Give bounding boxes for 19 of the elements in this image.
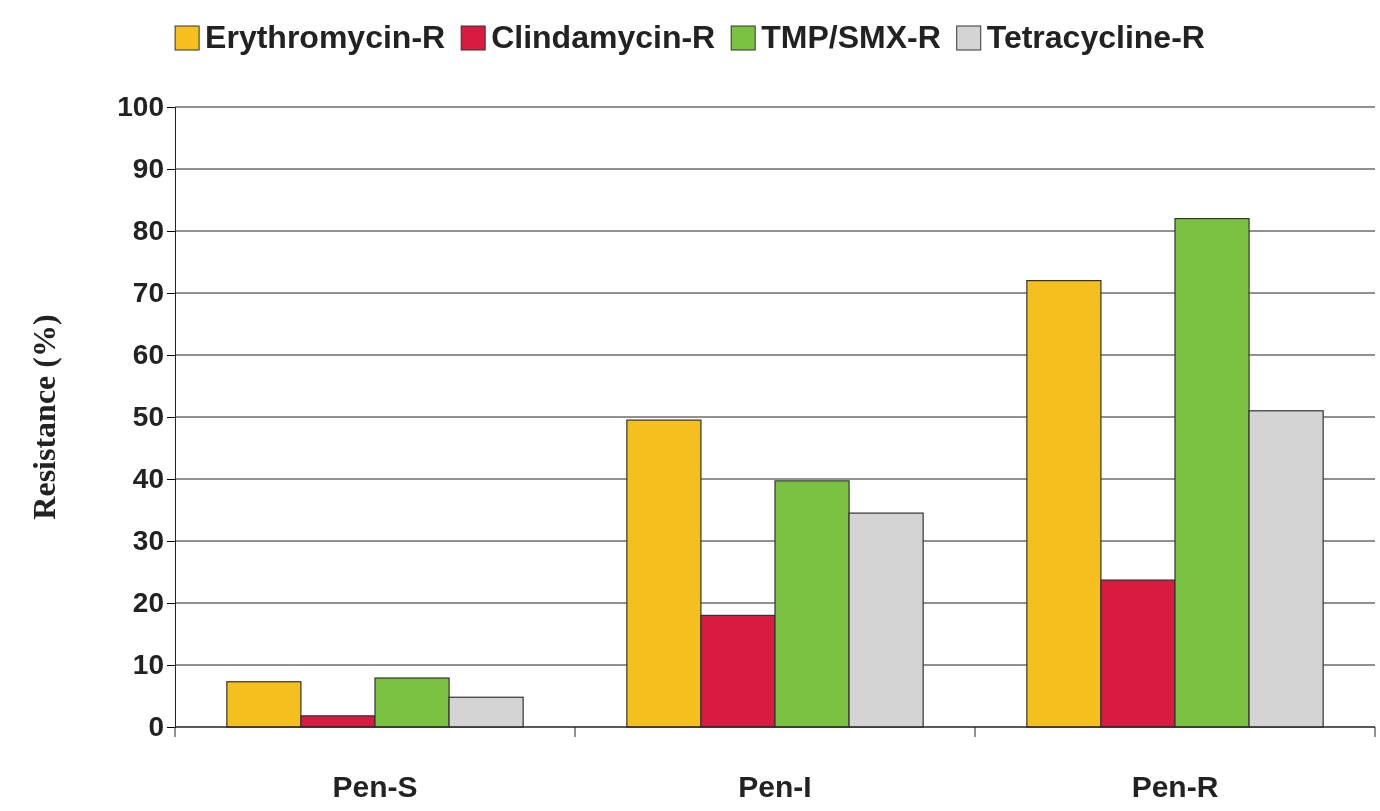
y-tick-label: 70 bbox=[132, 277, 164, 309]
legend-label: Tetracycline-R bbox=[986, 19, 1205, 55]
x-tick-label: Pen-I bbox=[738, 770, 812, 803]
y-tick-label: 50 bbox=[132, 401, 164, 433]
y-tick-label: 30 bbox=[132, 525, 164, 557]
y-tick-label: 10 bbox=[132, 649, 164, 681]
y-tick-label: 60 bbox=[132, 339, 164, 371]
y-tick-label: 100 bbox=[117, 91, 164, 123]
y-axis-title: Resistance (%) bbox=[26, 314, 62, 520]
legend-label: TMP/SMX-R bbox=[761, 19, 941, 55]
y-tick-label: 20 bbox=[132, 587, 164, 619]
x-tick-label: Pen-S bbox=[332, 770, 418, 803]
y-tick-label: 40 bbox=[132, 463, 164, 495]
y-tick-label: 0 bbox=[148, 711, 164, 743]
x-tick-label: Pen-R bbox=[1131, 770, 1219, 803]
y-tick-label: 80 bbox=[132, 215, 164, 247]
legend-label: Clindamycin-R bbox=[491, 19, 716, 55]
y-tick-label: 90 bbox=[132, 153, 164, 185]
legend-label: Erythromycin-R bbox=[205, 19, 446, 55]
